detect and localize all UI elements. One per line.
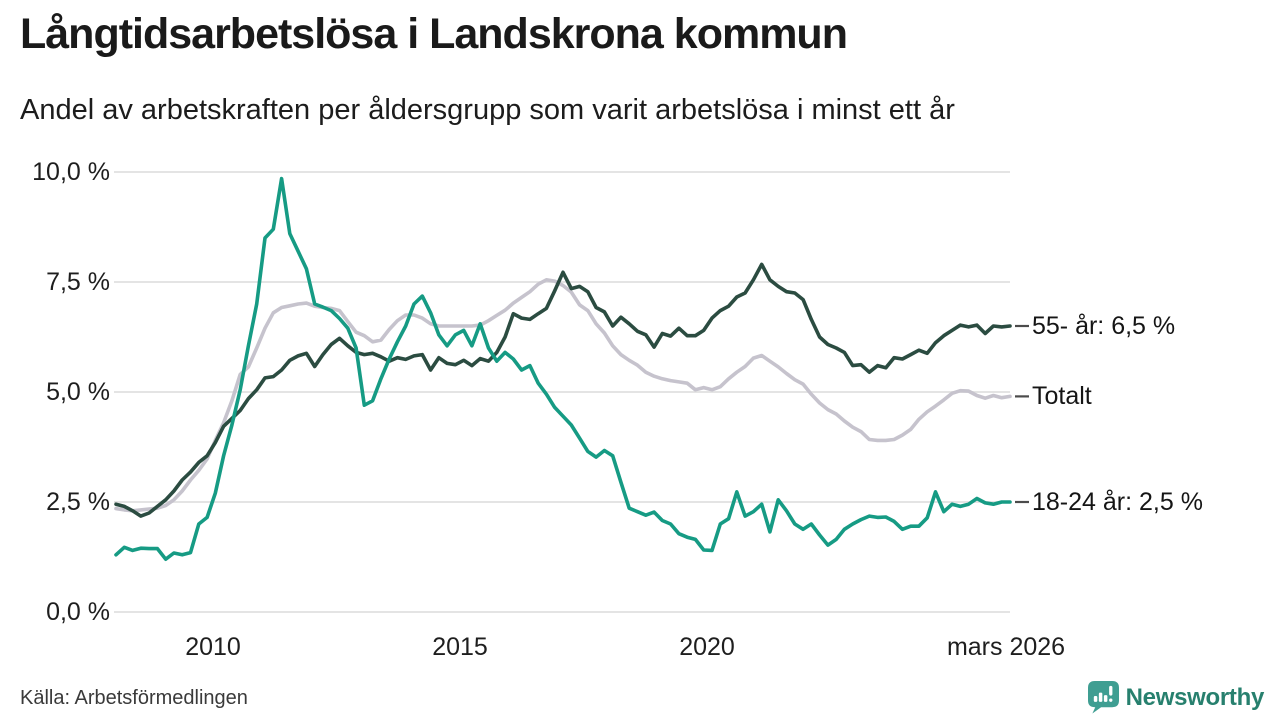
y-tick-label-2-5: 2,5 %: [46, 488, 110, 516]
newsworthy-icon: [1087, 681, 1119, 714]
series-label-55-ar: 55- år: 6,5 %: [1032, 312, 1176, 340]
newsworthy-wordmark: Newsworthy: [1125, 683, 1265, 711]
x-tick-label-2020: 2020: [679, 633, 735, 661]
series-label-18-24-ar: 18-24 år: 2,5 %: [1032, 488, 1203, 516]
y-tick-label-7-5: 7,5 %: [46, 268, 110, 296]
series-label-totalt: Totalt: [1032, 382, 1092, 410]
y-tick-label-0: 0,0 %: [46, 598, 110, 626]
page-title: Långtidsarbetslösa i Landskrona kommun: [20, 10, 848, 58]
source-text: Källa: Arbetsförmedlingen: [20, 687, 248, 709]
x-tick-label-2010: 2010: [185, 633, 241, 661]
y-tick-label-10: 10,0 %: [32, 158, 110, 186]
newsworthy-logo[interactable]: Newsworthy: [1087, 681, 1265, 714]
x-tick-label-2015: 2015: [432, 633, 488, 661]
x-tick-label-mars-2026: mars 2026: [946, 633, 1066, 661]
page-subtitle: Andel av arbetskraften per åldersgrupp s…: [20, 94, 955, 126]
y-tick-label-5: 5,0 %: [46, 378, 110, 406]
